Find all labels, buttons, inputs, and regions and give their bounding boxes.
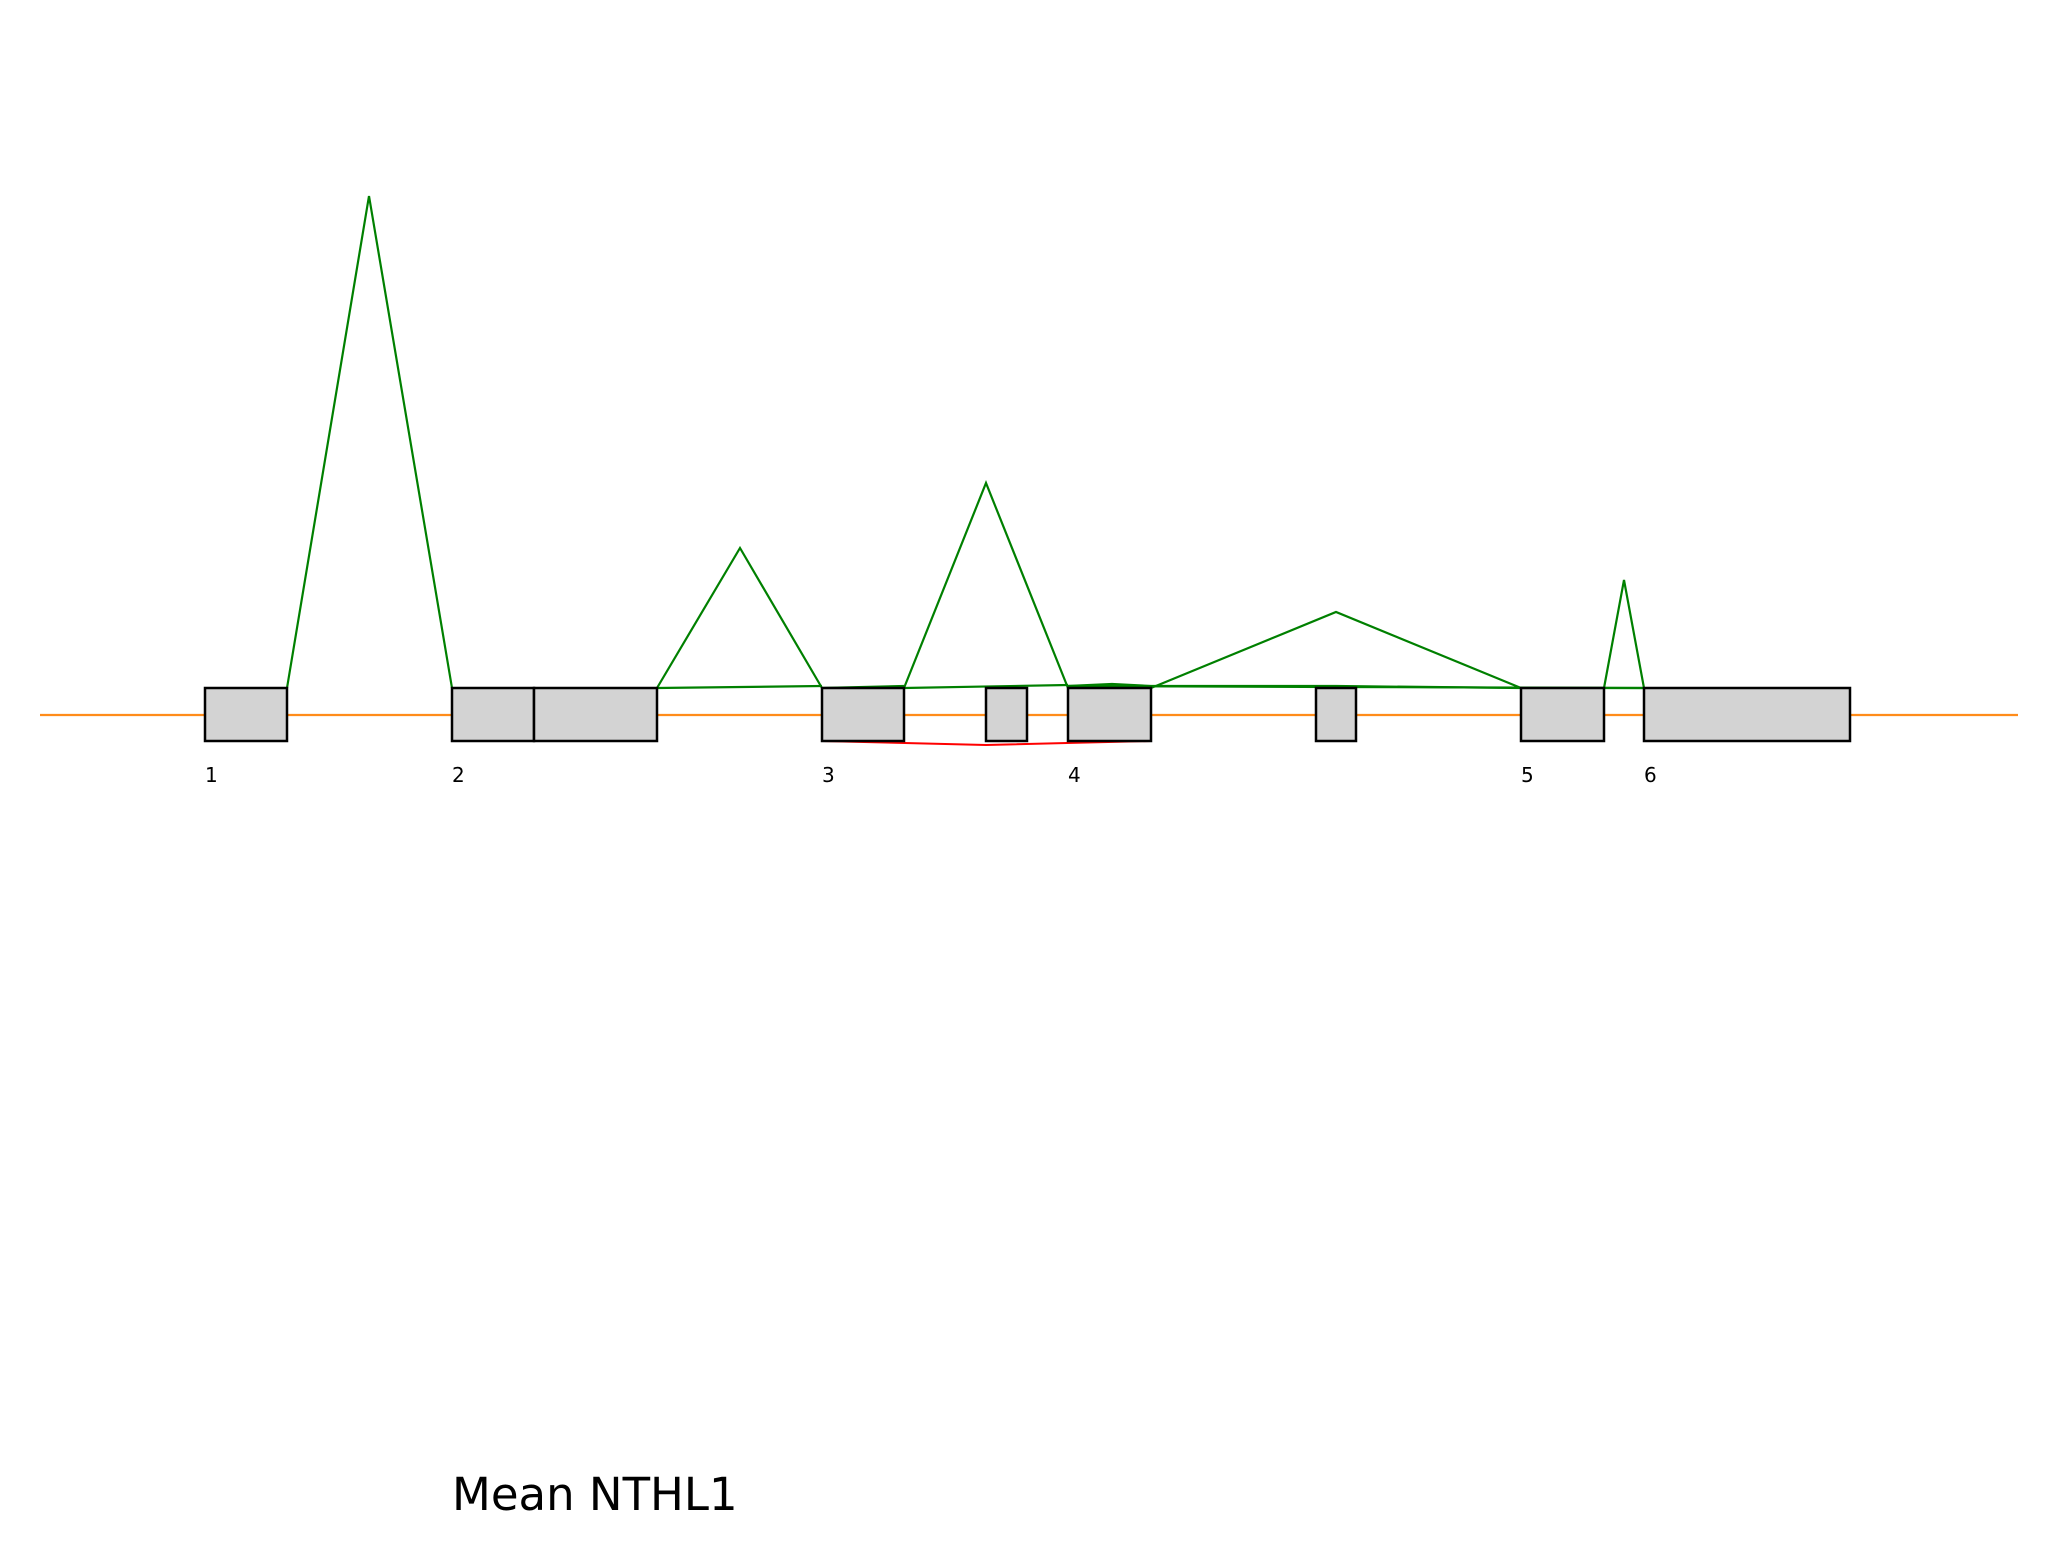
exon-box-7: [1314, 686, 1358, 743]
exon-label-3: 3: [822, 763, 835, 787]
exon-box-2: [450, 686, 536, 743]
junction-up-3: [902, 480, 1070, 689]
exon-box-5: [984, 686, 1029, 743]
exon-labels: 1 2 3 4 5 6: [205, 763, 1657, 787]
junction-up-2: [656, 545, 823, 689]
exon-label-5: 5: [1521, 763, 1534, 787]
junctions-below: [821, 740, 1152, 747]
exon-label-4: 4: [1068, 763, 1081, 787]
exon-label-6: 6: [1644, 763, 1657, 787]
exon-box-6: [1066, 686, 1153, 743]
junction-up-11: [1151, 684, 1522, 690]
exon-box-8: [1519, 686, 1606, 743]
junction-up-6: [656, 684, 823, 690]
junction-up-5: [1602, 579, 1646, 689]
exon-track: [203, 686, 1852, 743]
exon-box-3: [532, 686, 659, 743]
junction-up-8: [903, 683, 1069, 690]
exon-label-2: 2: [452, 763, 465, 787]
exon-box-4: [820, 686, 906, 743]
exon-label-1: 1: [205, 763, 218, 787]
junction-down-1: [821, 740, 1152, 747]
junction-up-4: [1150, 610, 1522, 690]
exon-box-9: [1642, 686, 1852, 743]
exon-box-1: [203, 686, 289, 743]
junction-up-1: [285, 195, 454, 689]
diagram-title: Mean NTHL1: [452, 1468, 738, 1521]
